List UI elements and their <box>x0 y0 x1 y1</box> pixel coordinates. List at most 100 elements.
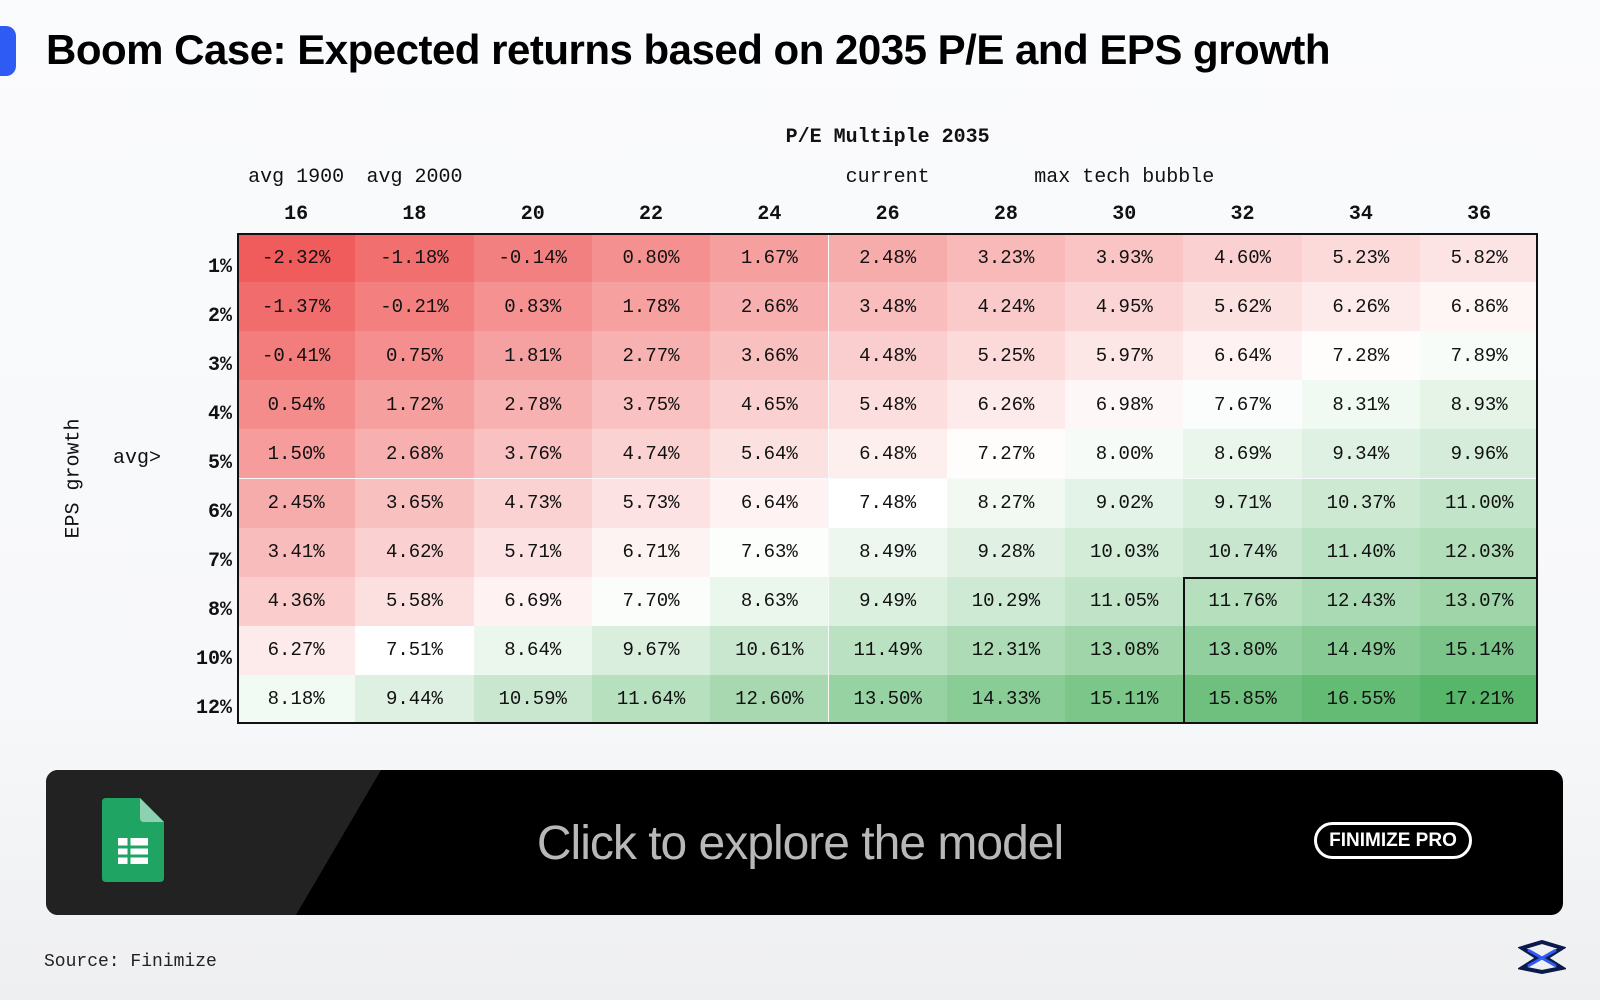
source: Source: Finimize <box>44 952 217 972</box>
cell: 10.03% <box>1065 527 1184 577</box>
column-note: avg 2000 <box>366 166 463 189</box>
cell: -1.37% <box>237 282 356 332</box>
cell: 5.62% <box>1183 282 1302 332</box>
cell: 1.50% <box>237 429 356 479</box>
cell: 6.98% <box>1065 380 1184 430</box>
cell: -0.21% <box>355 282 474 332</box>
cell: 9.44% <box>355 674 474 724</box>
cell: 10.37% <box>1301 478 1420 528</box>
cell: 13.50% <box>828 674 947 724</box>
cell: 4.60% <box>1183 233 1302 283</box>
row-header: 5% <box>207 451 232 475</box>
row-header: 3% <box>207 353 232 377</box>
column-header: 16 <box>284 203 309 226</box>
cell: 8.69% <box>1183 429 1302 479</box>
column-header: 26 <box>875 203 900 226</box>
cell: 17.21% <box>1420 674 1539 724</box>
cell: 10.61% <box>710 625 829 675</box>
column-axis-title: P/E Multiple 2035 <box>785 126 990 149</box>
sheets-icon <box>102 798 164 882</box>
cell: 5.97% <box>1065 331 1184 381</box>
cell: 12.31% <box>946 625 1066 675</box>
cell: -1.18% <box>355 233 474 283</box>
pro-badge[interactable]: FINIMIZE PRO <box>1314 822 1472 859</box>
cell: 7.89% <box>1420 331 1539 381</box>
cell: 3.65% <box>355 478 474 528</box>
cell: 8.93% <box>1420 380 1539 430</box>
cell: 7.70% <box>591 576 711 626</box>
cell: 14.49% <box>1301 625 1420 675</box>
cell: 6.64% <box>1183 331 1302 381</box>
cell: 3.23% <box>946 233 1066 283</box>
cell: 5.25% <box>946 331 1066 381</box>
cell: 9.34% <box>1301 429 1420 479</box>
cell: 12.43% <box>1301 576 1420 626</box>
cell: 9.02% <box>1065 478 1184 528</box>
cell: 4.24% <box>946 282 1066 332</box>
cell: 3.48% <box>828 282 947 332</box>
cell: 6.69% <box>473 576 592 626</box>
cell: 4.48% <box>828 331 947 381</box>
column-header: 34 <box>1348 203 1373 226</box>
cell: 1.67% <box>710 233 829 283</box>
cell: 12.60% <box>710 674 829 724</box>
cell: 3.76% <box>473 429 592 479</box>
cell: 8.18% <box>237 674 356 724</box>
cell: 13.08% <box>1065 625 1184 675</box>
row-header: 8% <box>207 599 232 623</box>
row-note: avg> <box>113 446 162 470</box>
cell: 5.48% <box>828 380 947 430</box>
cell: 8.00% <box>1065 429 1184 479</box>
table-border <box>237 233 1539 724</box>
cell: 7.67% <box>1183 380 1302 430</box>
banner-art <box>46 770 381 915</box>
cell: 4.95% <box>1065 282 1184 332</box>
cell: 7.28% <box>1301 331 1420 381</box>
cell: 3.93% <box>1065 233 1184 283</box>
column-header: 36 <box>1467 203 1492 226</box>
cell: 7.51% <box>355 625 474 675</box>
accent-tab <box>0 26 16 76</box>
cell: -0.41% <box>237 331 356 381</box>
column-header: 22 <box>639 203 664 226</box>
column-header: 32 <box>1230 203 1255 226</box>
cell: 3.41% <box>237 527 356 577</box>
column-note: max tech bubble <box>1034 166 1215 189</box>
cell: 6.64% <box>710 478 829 528</box>
cell: 6.26% <box>1301 282 1420 332</box>
cell: 7.63% <box>710 527 829 577</box>
cell: 9.28% <box>946 527 1066 577</box>
cell: 16.55% <box>1301 674 1420 724</box>
cell: 10.59% <box>473 674 592 724</box>
cell: 0.75% <box>355 331 474 381</box>
cell: 0.80% <box>591 233 711 283</box>
cell: 9.96% <box>1420 429 1539 479</box>
cell: 4.62% <box>355 527 474 577</box>
cta-banner[interactable] <box>46 770 1563 915</box>
cell: 3.66% <box>710 331 829 381</box>
cell: 1.78% <box>591 282 711 332</box>
cell: -2.32% <box>237 233 356 283</box>
cell: 0.54% <box>237 380 356 430</box>
cell: 13.80% <box>1183 625 1302 675</box>
cell: 15.85% <box>1183 674 1302 724</box>
cell: 10.29% <box>946 576 1066 626</box>
column-header: 18 <box>402 203 427 226</box>
cell: 12.03% <box>1420 527 1539 577</box>
cell: 2.48% <box>828 233 947 283</box>
cell: 4.65% <box>710 380 829 430</box>
cell: 6.27% <box>237 625 356 675</box>
cell: 3.75% <box>591 380 711 430</box>
row-header: 6% <box>207 501 232 525</box>
cell: 5.71% <box>473 527 592 577</box>
column-header: 20 <box>520 203 545 226</box>
cell: 2.68% <box>355 429 474 479</box>
cell: 4.74% <box>591 429 711 479</box>
cell: 11.40% <box>1301 527 1420 577</box>
cta-text[interactable]: Click to explore the model <box>536 817 1064 870</box>
cell: 7.27% <box>946 429 1066 479</box>
column-header: 28 <box>993 203 1018 226</box>
cell: 8.63% <box>710 576 829 626</box>
column-note: avg 1900 <box>248 166 345 189</box>
cell: 11.00% <box>1420 478 1539 528</box>
